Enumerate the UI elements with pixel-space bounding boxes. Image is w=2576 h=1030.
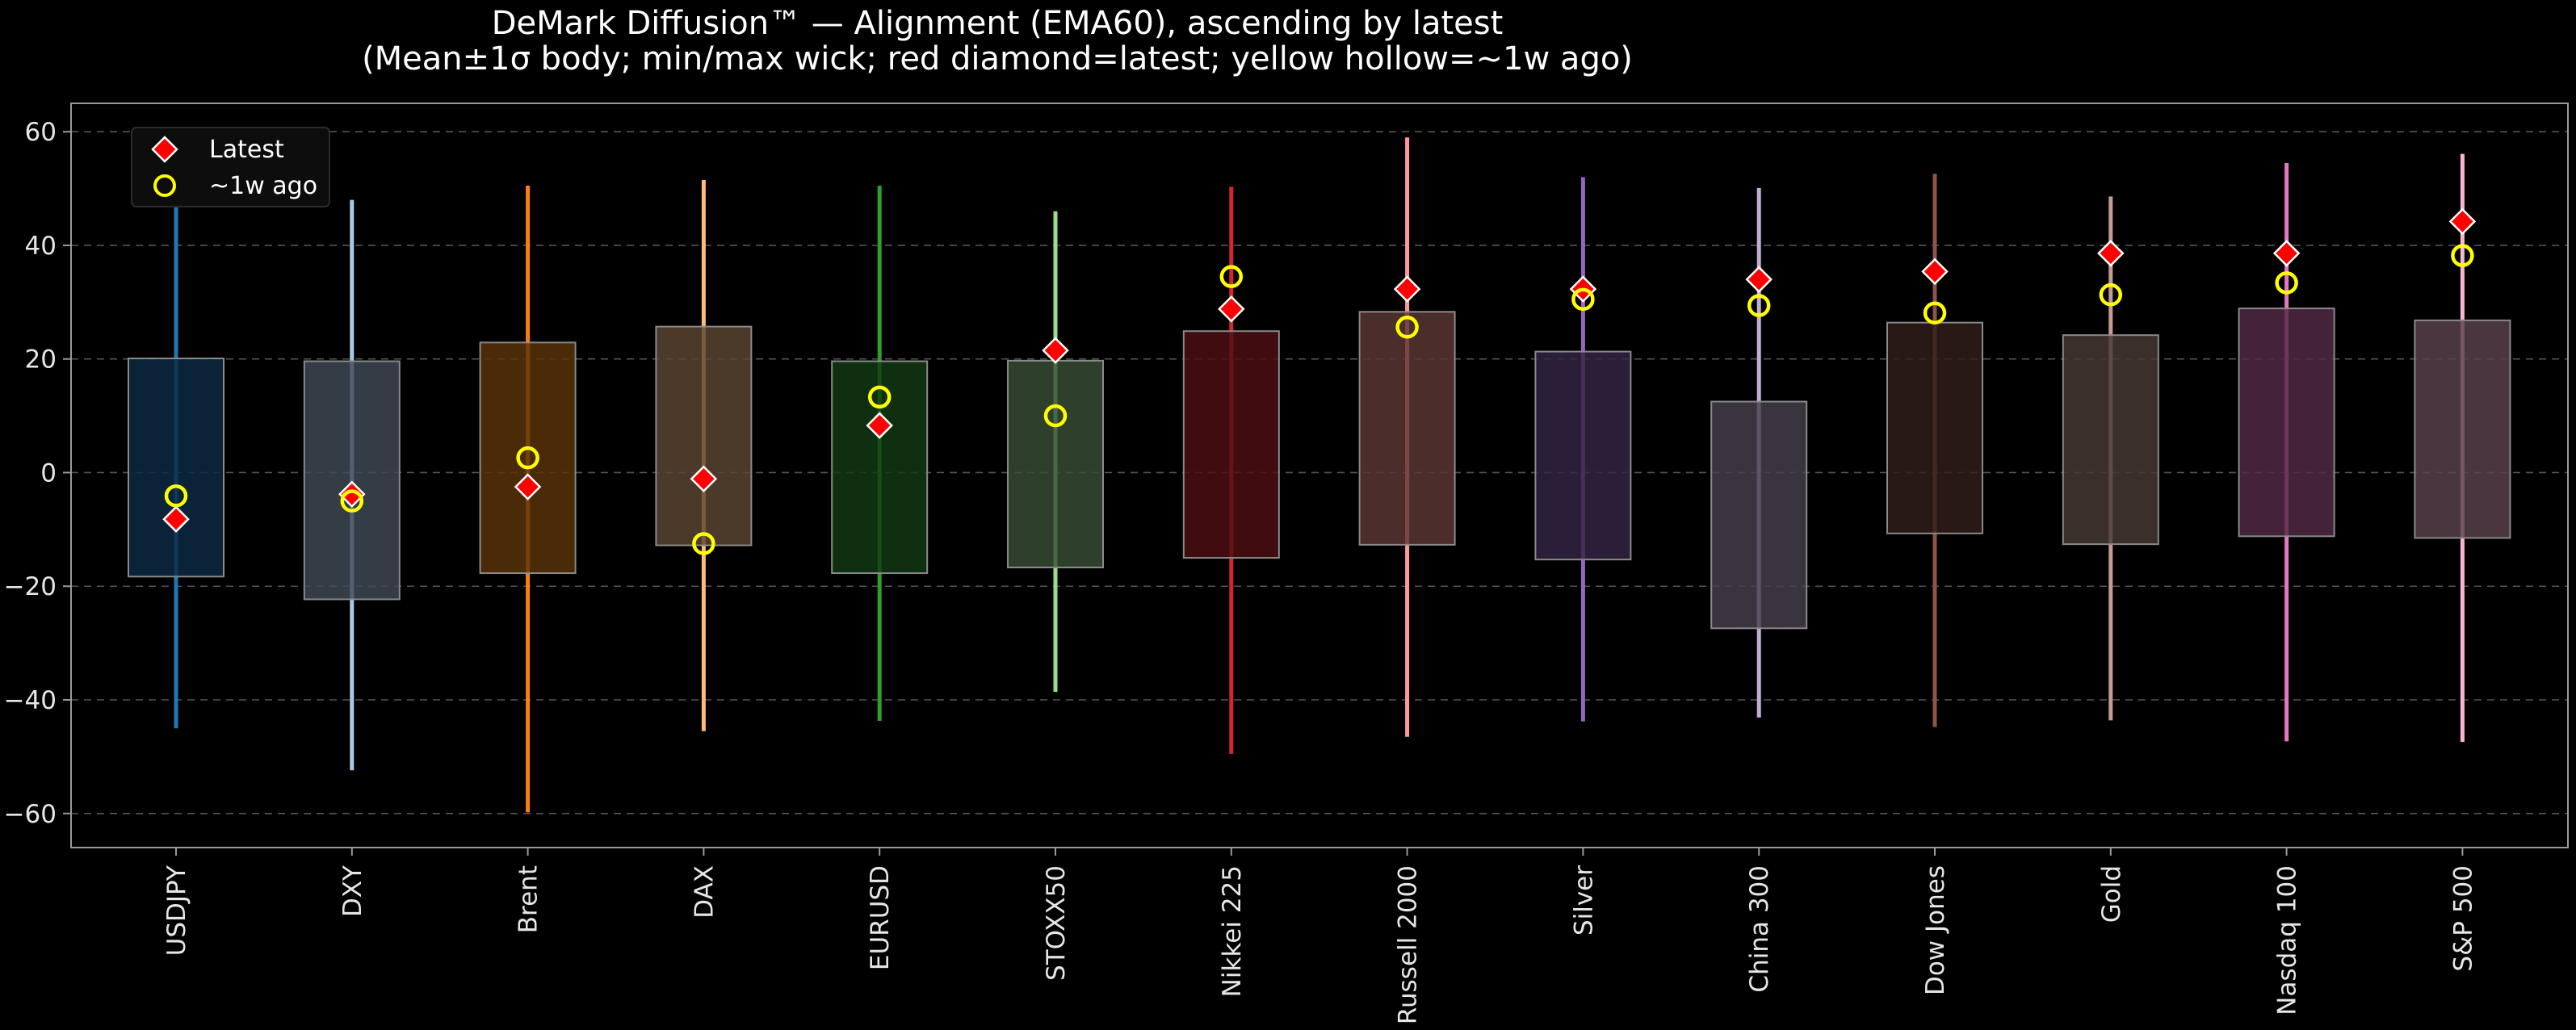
y-tick-label: 20: [25, 345, 57, 375]
y-tick-label: −60: [4, 800, 57, 829]
x-tick-label: Brent: [514, 865, 543, 933]
x-tick-label: Russell 2000: [1394, 865, 1423, 1024]
latest-marker: [866, 412, 893, 439]
week-ago-marker: [516, 446, 539, 470]
latest-marker: [2448, 207, 2477, 236]
box-body: [1007, 359, 1104, 569]
latest-marker: [1745, 266, 1773, 293]
box-body: [1534, 350, 1632, 561]
x-tick-label: Silver: [1569, 865, 1598, 936]
box-body: [2238, 308, 2335, 538]
x-tick-label: Nasdaq 100: [2273, 865, 2302, 1015]
latest-marker: [1218, 295, 1245, 323]
y-tick-label: −20: [4, 572, 57, 601]
week-ago-marker: [1923, 301, 1947, 324]
box-group: [831, 186, 929, 722]
box-body: [1886, 321, 1983, 534]
box-body: [128, 358, 224, 578]
y-tick-label: 40: [25, 232, 57, 261]
grid-lines: [71, 131, 2568, 814]
week-ago-marker: [1747, 294, 1771, 317]
x-tick-label: Nikkei 225: [1218, 865, 1247, 997]
y-tick-label: 60: [25, 118, 57, 147]
week-ago-marker: [867, 385, 892, 409]
legend-box: [131, 127, 330, 207]
legend-latest-label: Latest: [209, 136, 284, 164]
box-group: [655, 180, 753, 731]
box-body: [655, 325, 753, 546]
latest-marker: [1921, 258, 1949, 286]
x-tick-label: S&P 500: [2448, 865, 2477, 972]
legend-latest-marker: [151, 136, 178, 163]
box-group: [479, 186, 577, 813]
latest-marker: [690, 465, 718, 492]
chart-title: DeMark Diffusion™ — Alignment (EMA60), a…: [492, 5, 1504, 42]
box-body: [303, 360, 401, 601]
week-ago-marker: [1043, 404, 1068, 428]
x-tick-label: China 300: [1745, 865, 1774, 993]
x-tick-label: EURUSD: [866, 865, 895, 970]
box-group: [1182, 186, 1280, 754]
latest-marker: [1042, 337, 1069, 364]
markers: [162, 207, 2477, 555]
week-ago-marker: [2451, 244, 2474, 267]
box-group: [1007, 211, 1104, 693]
latest-marker: [162, 505, 190, 533]
legend-week-ago-marker: [153, 174, 176, 197]
x-tick-label: Dow Jones: [1921, 865, 1950, 995]
latest-marker: [2097, 240, 2125, 267]
box-group: [1886, 174, 1983, 727]
x-axis: USDJPY DXY Brent DAX EURUSD STOXX50 Nikkei 225…: [162, 848, 2477, 1024]
box-body: [2414, 319, 2511, 539]
box-body: [2062, 334, 2159, 546]
week-ago-marker: [1395, 316, 1419, 339]
y-tick-label: −40: [4, 686, 57, 715]
box-group: [1534, 177, 1632, 722]
box-group: [128, 194, 224, 729]
chart-subtitle: (Mean±1σ body; min/max wick; red diamond…: [362, 40, 1633, 77]
week-ago-marker: [340, 489, 364, 513]
box-series: [128, 137, 2511, 813]
x-tick-label: STOXX50: [1042, 865, 1071, 981]
box-group: [2238, 162, 2335, 742]
box-body: [1710, 400, 1808, 630]
latest-marker: [338, 480, 366, 508]
latest-marker: [514, 473, 542, 500]
latest-marker: [2272, 240, 2301, 267]
legend: Latest ~1w ago: [131, 127, 330, 207]
week-ago-marker: [2275, 271, 2298, 295]
week-ago-marker: [164, 484, 188, 508]
box-group: [303, 199, 401, 771]
latest-marker: [1393, 275, 1421, 303]
week-ago-marker: [1571, 287, 1595, 312]
week-ago-marker: [692, 532, 715, 555]
y-axis: 60 40 20 0 −20 −40 −60: [4, 118, 71, 829]
x-tick-label: Gold: [2097, 865, 2126, 923]
box-group: [1358, 137, 1456, 737]
x-tick-label: DXY: [338, 865, 367, 917]
box-group: [2062, 196, 2159, 721]
x-tick-label: USDJPY: [162, 865, 191, 956]
x-tick-label: DAX: [690, 865, 719, 919]
box-body: [479, 341, 577, 575]
box-group: [2414, 153, 2511, 743]
plot-frame: [70, 103, 2569, 848]
box-body: [1182, 330, 1280, 559]
y-tick-label: 0: [40, 458, 57, 488]
week-ago-marker: [2099, 283, 2123, 307]
box-body: [831, 360, 929, 575]
week-ago-marker: [1219, 265, 1244, 288]
legend-week-ago-label: ~1w ago: [209, 172, 317, 200]
box-body: [1358, 311, 1456, 546]
